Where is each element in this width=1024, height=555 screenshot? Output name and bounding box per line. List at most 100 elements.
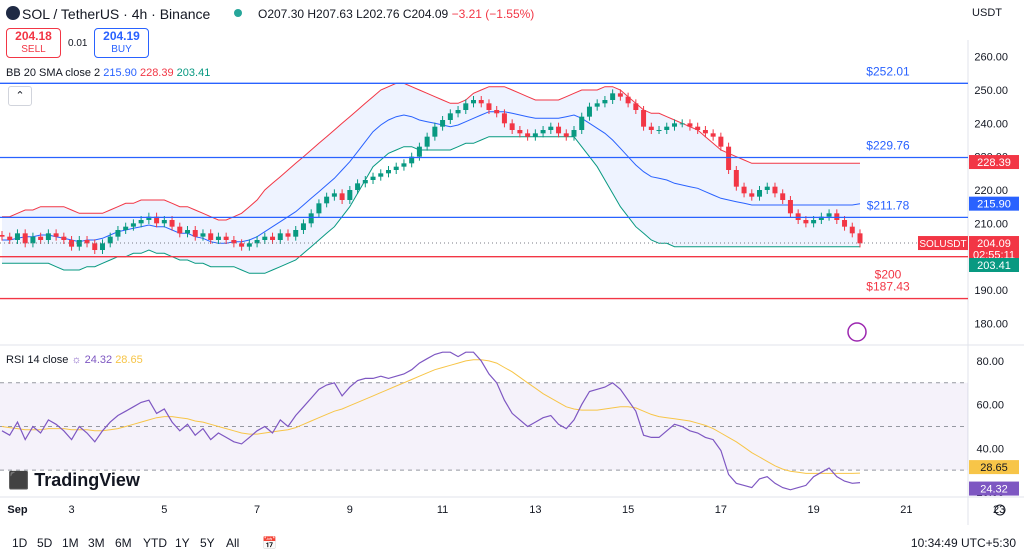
candle-body (826, 213, 832, 217)
settings-gear-icon[interactable] (994, 504, 1006, 516)
price-badge (969, 155, 1019, 170)
ohlc-values: O207.30 H207.63 L202.76 C204.09 −3.21 (−… (258, 7, 534, 21)
timeframe-1m[interactable]: 1M (62, 536, 79, 550)
candle-body (625, 96, 631, 104)
candle-body (849, 226, 855, 234)
candle-body (146, 216, 152, 220)
candle-body (123, 226, 129, 230)
candle-body (726, 146, 732, 170)
candle-body (494, 110, 500, 114)
candle-body (185, 230, 191, 234)
rsi-label: RSI 14 close (6, 354, 69, 366)
candle-body (277, 233, 283, 240)
sell-price: 204.18 (15, 29, 52, 43)
solana-logo-icon (6, 6, 20, 20)
sell-button[interactable]: 204.18 SELL (6, 28, 61, 58)
time-tick-label: 3 (69, 504, 75, 516)
candle-body (447, 113, 453, 120)
candle-body (548, 126, 554, 130)
timeframe-all[interactable]: All (226, 536, 240, 550)
candle-body (308, 213, 314, 224)
candle-body (664, 126, 670, 130)
candle-body (370, 176, 376, 180)
candle-body (316, 203, 322, 214)
candle-body (486, 103, 492, 110)
candle-body (378, 173, 384, 177)
rsi-settings-icon[interactable]: ☼ (71, 354, 82, 366)
candle-body (424, 136, 430, 147)
candle-body (563, 133, 569, 137)
candle-body (208, 233, 214, 240)
timeframe-ytd[interactable]: YTD (143, 536, 167, 550)
candle-body (517, 130, 523, 134)
candle-body (811, 220, 817, 224)
candle-body (556, 126, 562, 134)
bollinger-legend[interactable]: BB 20 SMA close 2 215.90 228.39 203.41 (6, 67, 210, 79)
timeframe-5y[interactable]: 5Y (200, 536, 215, 550)
clock[interactable]: 10:34:49 UTC+5:30 (910, 536, 1016, 550)
candle-body (432, 126, 438, 137)
bb-basis-value: 215.90 (103, 67, 137, 79)
price-badge (969, 236, 1019, 251)
candle-body (285, 233, 291, 237)
candle-body (0, 235, 5, 237)
candle-body (602, 100, 608, 104)
alert-bolt-icon[interactable] (847, 322, 867, 342)
rsi-tick-label: 40.00 (976, 443, 1004, 455)
timeframe-1y[interactable]: 1Y (175, 536, 190, 550)
price-badge-label: 204.09 (977, 238, 1011, 250)
candle-body (803, 220, 809, 224)
level-label: $252.01 (866, 64, 910, 78)
currency-label[interactable]: USDT (972, 7, 1002, 19)
candle-body (99, 243, 105, 250)
price-tick-label: 220.00 (974, 185, 1008, 197)
candle-body (239, 243, 245, 247)
candle-body (687, 123, 693, 127)
candle-body (270, 236, 276, 240)
chart-header: SOL / TetherUS · 4h · Binance O207.30 H2… (0, 0, 1024, 26)
candle-body (834, 213, 840, 220)
time-tick-label: 19 (807, 504, 819, 516)
timeframe-6m[interactable]: 6M (115, 536, 132, 550)
bb-lower-line (2, 136, 860, 274)
price-badge-label: 203.41 (977, 260, 1011, 272)
change-value: −3.21 (−1.55%) (451, 7, 535, 21)
candle-body (695, 126, 701, 130)
price-tick-label: 210.00 (974, 218, 1008, 230)
buy-button[interactable]: 204.19 BUY (94, 28, 149, 58)
candle-body (262, 236, 268, 240)
timeframe-1d[interactable]: 1D (12, 536, 28, 550)
candle-body (772, 186, 778, 194)
candle-body (246, 243, 252, 247)
collapse-legend-chevron-up-icon[interactable]: ⌃ (8, 86, 32, 106)
price-tick-label: 180.00 (974, 318, 1008, 330)
candle-body (671, 123, 677, 127)
symbol-title[interactable]: SOL / TetherUS · 4h · Binance (22, 6, 211, 22)
candle-body (293, 230, 299, 237)
candle-body (501, 113, 507, 124)
price-tick-label: 250.00 (974, 85, 1008, 97)
candle-body (215, 236, 221, 240)
candle-body (656, 130, 662, 131)
candle-body (718, 136, 724, 147)
candle-body (757, 190, 763, 197)
time-tick-label: 15 (622, 504, 634, 516)
open-value: O207.30 (258, 7, 305, 21)
candle-body (362, 180, 368, 184)
candle-body (416, 146, 422, 157)
rsi-legend[interactable]: RSI 14 close ☼ 24.32 28.65 (6, 354, 143, 366)
candle-body (471, 100, 477, 104)
time-tick-label: 9 (347, 504, 353, 516)
rsi-badge (969, 481, 1019, 496)
rsi-badge-label: 28.65 (980, 462, 1008, 474)
symbol-tag-box (918, 236, 968, 251)
bottom-toolbar: 1D 5D 1M 3M 6M YTD 1Y 5Y All 📅 10:34:49 UTC+5:30 (0, 530, 1024, 555)
timeframe-5d[interactable]: 5D (37, 536, 53, 550)
candle-body (192, 230, 198, 237)
timeframe-3m[interactable]: 3M (88, 536, 105, 550)
candle-body (617, 93, 623, 97)
level-label: $187.43 (866, 280, 910, 294)
candle-body (764, 186, 770, 190)
date-range-calendar-icon[interactable]: 📅 (262, 536, 277, 550)
